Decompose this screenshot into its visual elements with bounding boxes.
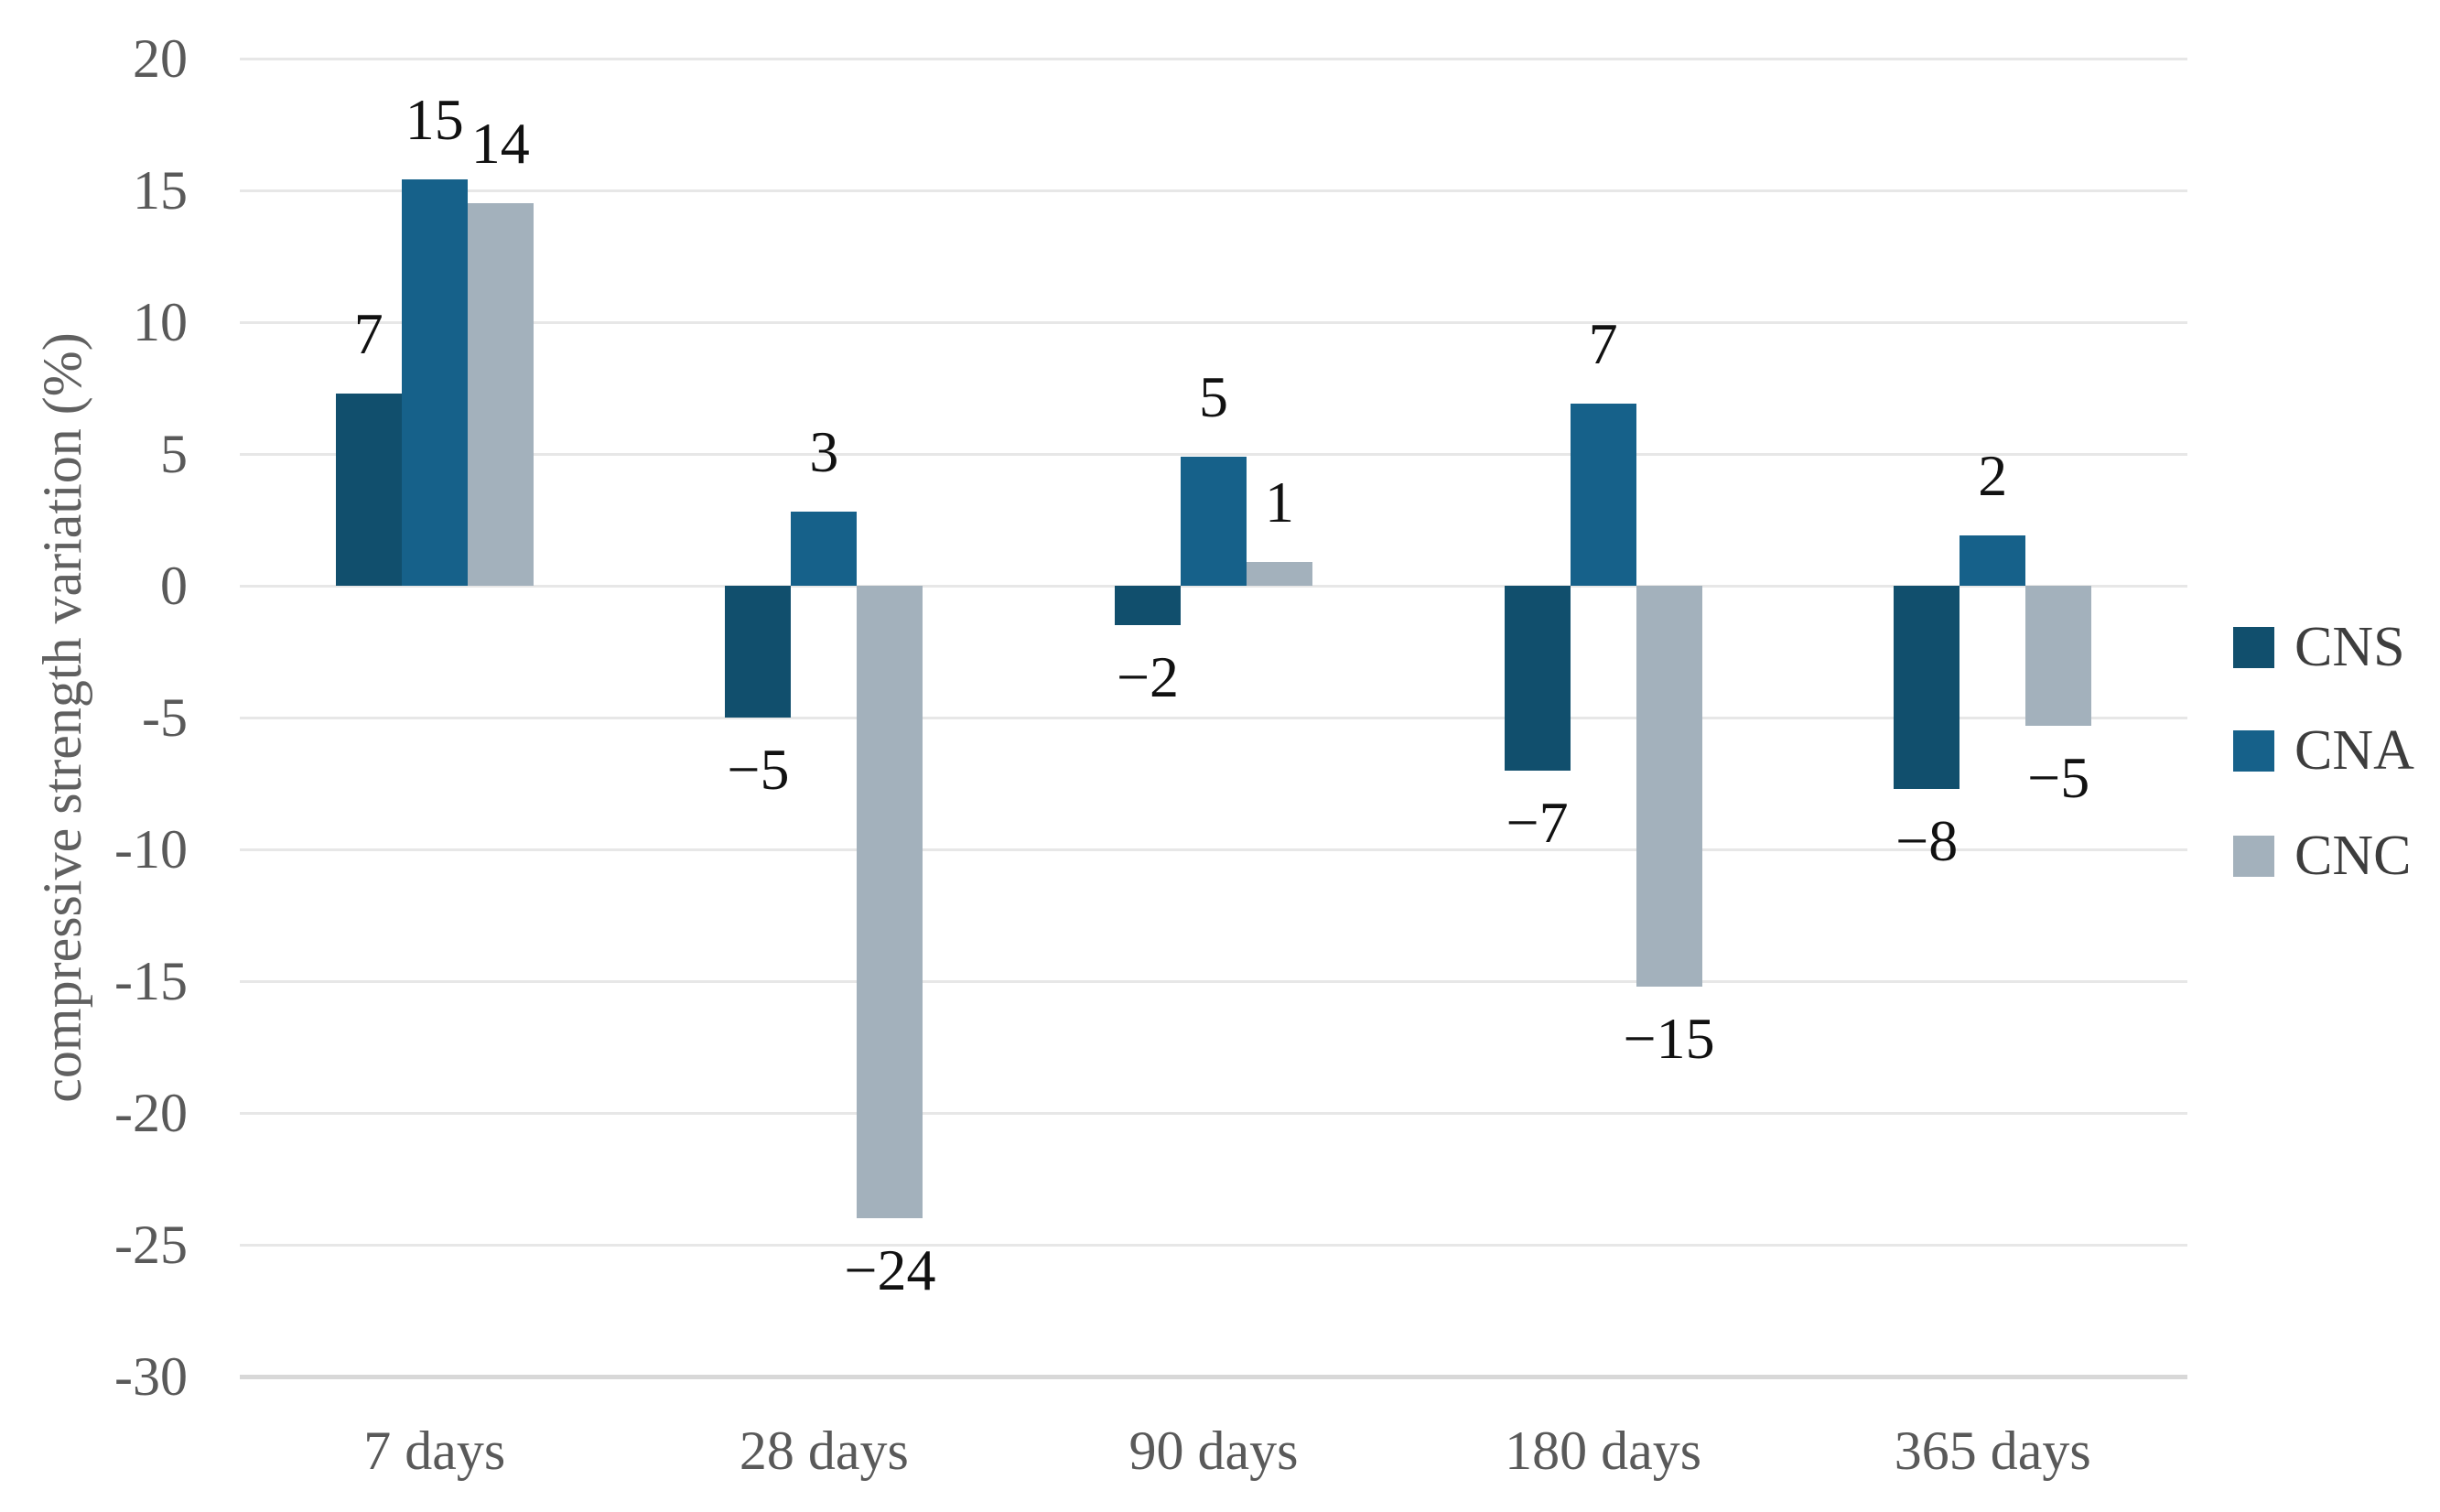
y-tick-label: -5 [142,687,188,748]
value-label-cns-365-days: −8 [1895,807,1959,873]
bar-cnc-365-days [2025,586,2092,726]
gridline [240,848,2187,851]
legend-label-cns: CNS [2294,616,2405,678]
value-label-cnc-28-days: −24 [844,1237,936,1303]
x-axis-label-7-days: 7 days [363,1420,506,1481]
bar-cns-90-days [1115,586,1181,626]
legend-swatch-cna-icon [2233,729,2274,772]
legend-item-cnc: CNC [2233,824,2411,888]
bar-cnc-28-days [857,586,923,1219]
legend-label-cnc: CNC [2294,825,2412,887]
bar-cnc-90-days [1247,562,1312,586]
value-label-cna-7-days: 15 [405,87,464,153]
y-tick-label: -25 [114,1215,188,1275]
value-label-cns-28-days: −5 [727,737,790,802]
value-label-cna-90-days: 5 [1199,363,1228,429]
bar-cna-180-days [1570,404,1636,586]
value-label-cns-7-days: 7 [353,300,383,366]
y-tick-label: -30 [114,1346,188,1407]
value-label-cnc-90-days: 1 [1265,470,1294,535]
bar-cns-28-days [725,586,792,718]
bar-cna-90-days [1181,456,1247,586]
plot-area: 7 15 14 −5 3 −24 −2 5 1 −7 7 −15 −8 2 −5 [240,57,2187,1379]
legend-swatch-cnc-icon [2233,835,2274,877]
x-axis-label-90-days: 90 days [1128,1420,1299,1481]
gridline [240,584,2187,588]
gridline [240,1111,2187,1115]
bar-cna-28-days [791,512,858,586]
gridline [240,1243,2187,1247]
value-label-cnc-180-days: −15 [1623,1005,1715,1071]
y-tick-label: -15 [114,951,188,1011]
value-label-cnc-365-days: −5 [2027,744,2090,810]
y-tick-label: 15 [133,160,188,221]
gridline [240,979,2187,983]
bar-cns-7-days [335,393,402,586]
bar-cns-180-days [1504,586,1571,771]
legend-item-cna: CNA [2233,718,2414,783]
x-axis-label-28-days: 28 days [739,1420,909,1481]
gridline [240,189,2187,192]
bar-cna-7-days [401,179,468,586]
y-tick-label: -10 [114,819,188,880]
y-tick-label: -20 [114,1083,188,1143]
bar-cnc-180-days [1636,586,1702,987]
value-label-cns-90-days: −2 [1116,644,1180,710]
value-label-cna-365-days: 2 [1978,443,2008,509]
legend-swatch-cns-icon [2233,626,2274,668]
y-tick-label: 20 [133,28,188,89]
x-axis-label-365-days: 365 days [1894,1420,2091,1481]
y-tick-label: 5 [160,424,188,484]
value-label-cna-180-days: 7 [1588,311,1618,377]
y-tick-label: 10 [133,292,188,352]
gridline [240,57,2187,60]
x-axis-label-180-days: 180 days [1505,1420,1702,1481]
axis-baseline [240,1374,2187,1379]
value-label-cns-180-days: −7 [1506,789,1569,855]
gridline [240,320,2187,324]
value-label-cnc-7-days: 14 [470,111,530,177]
gridline [240,716,2187,719]
y-tick-label: 0 [160,556,188,616]
bar-cns-365-days [1894,586,1960,789]
bar-cna-365-days [1960,535,2026,586]
bar-cnc-7-days [467,203,534,586]
gridline [240,452,2187,456]
value-label-cna-28-days: 3 [809,419,839,485]
legend-item-cns: CNS [2233,615,2405,679]
legend-label-cna: CNA [2294,719,2414,782]
